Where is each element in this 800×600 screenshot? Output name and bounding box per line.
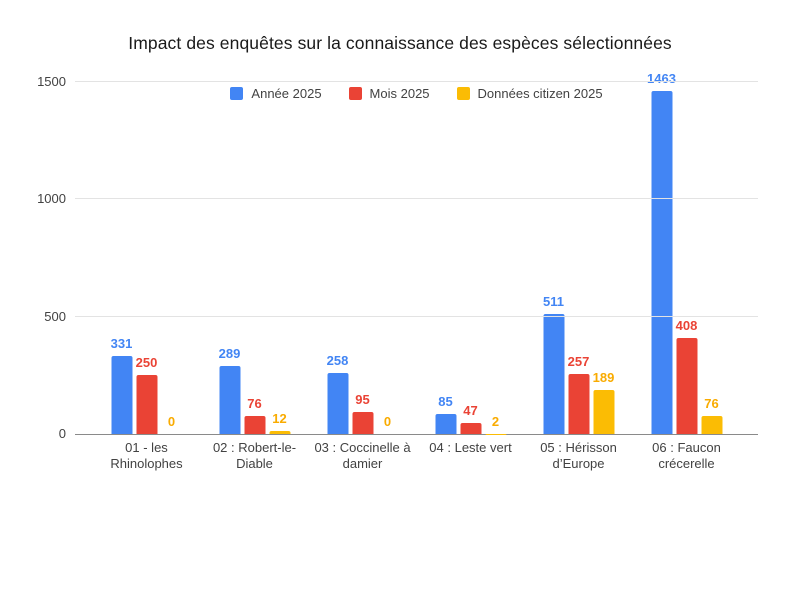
x-category-label-5: 06 : Faucon crécerelle xyxy=(633,440,741,472)
bar-value-label: 257 xyxy=(567,353,590,369)
bar-ann-e-2025-1[interactable]: 289 xyxy=(219,346,240,434)
bar-ann-e-2025-2[interactable]: 258 xyxy=(327,353,348,434)
x-category-label-4: 05 : Hérisson d’Europe xyxy=(525,440,633,472)
bar-value-label: 2 xyxy=(491,413,500,429)
legend-label: Mois 2025 xyxy=(369,86,430,101)
bar-group-0: 331 250 0 xyxy=(93,82,201,434)
bar-row: 258 95 0 xyxy=(327,353,398,434)
bar-mois-2025-5[interactable]: 408 xyxy=(676,318,697,434)
bar-ann-e-2025-0[interactable]: 331 xyxy=(111,336,132,434)
legend-label: Données citizen 2025 xyxy=(477,86,603,101)
bar-value-label: 250 xyxy=(135,355,158,371)
bar-row: 511 257 189 xyxy=(543,294,614,434)
gridline xyxy=(75,315,758,317)
bar-mois-2025-3[interactable]: 47 xyxy=(460,403,481,434)
bar-donn-es-citizen-2025-5[interactable]: 76 xyxy=(701,396,722,434)
bar-value-label: 289 xyxy=(218,346,241,362)
legend-swatch xyxy=(230,87,244,100)
bar-ann-e-2025-3[interactable]: 85 xyxy=(435,394,456,434)
bar-mois-2025-2[interactable]: 95 xyxy=(352,392,373,434)
bar-value-label: 408 xyxy=(675,318,698,334)
x-axis-labels: 01 - les Rhinolophes 02 : Robert-le-Diabl… xyxy=(75,440,758,474)
chart-title: Impact des enquêtes sur la connaissance … xyxy=(128,33,672,53)
bar-value-label: 47 xyxy=(463,402,478,418)
bar-value-label: 0 xyxy=(167,414,176,429)
bar-value-label: 95 xyxy=(355,391,370,407)
bar-value-label: 331 xyxy=(110,336,133,352)
bar-row: 1463 408 76 xyxy=(647,71,722,434)
bar-donn-es-citizen-2025-4[interactable]: 189 xyxy=(593,370,614,434)
bar-value-label: 0 xyxy=(383,414,392,429)
bar-group-5: 1463 408 76 xyxy=(633,71,741,434)
bar-groups: 331 250 0 289 76 12 258 95 0 85 47 2 511 257 189 1463 40… xyxy=(93,71,741,434)
bar-value-label: 76 xyxy=(247,396,262,412)
bar-group-2: 258 95 0 xyxy=(309,82,417,434)
bar-mois-2025-0[interactable]: 250 xyxy=(136,355,157,434)
chart-legend: Année 2025 Mois 2025 Données citizen 2025 xyxy=(75,86,758,101)
x-category-label-3: 04 : Leste vert xyxy=(417,440,525,456)
gridline xyxy=(75,81,758,82)
x-category-label-text: 02 : Robert-le-Diable xyxy=(212,440,297,471)
legend-swatch xyxy=(456,87,470,100)
bar-ann-e-2025-5[interactable]: 1463 xyxy=(647,71,676,434)
y-tick-label: 1500 xyxy=(37,74,66,89)
bar-ann-e-2025-4[interactable]: 511 xyxy=(543,294,564,434)
x-category-label-text: 01 - les Rhinolophes xyxy=(110,440,183,471)
bar-value-label: 1463 xyxy=(647,70,676,86)
legend-item-1[interactable]: Mois 2025 xyxy=(348,86,430,101)
bar-mois-2025-4[interactable]: 257 xyxy=(568,354,589,434)
bar-value-label: 76 xyxy=(704,396,719,412)
bar-value-label: 258 xyxy=(326,353,349,369)
y-tick-label: 0 xyxy=(58,426,66,441)
x-category-label-text: 03 : Coccinelle à damier xyxy=(314,440,411,471)
legend-swatch xyxy=(348,87,362,100)
x-axis-line xyxy=(75,433,758,435)
bar-value-label: 189 xyxy=(592,369,615,385)
y-tick-label: 500 xyxy=(44,308,66,324)
legend-item-0[interactable]: Année 2025 xyxy=(230,86,322,101)
bar-donn-es-citizen-2025-1[interactable]: 12 xyxy=(269,411,290,434)
x-category-label-0: 01 - les Rhinolophes xyxy=(93,440,201,472)
gridline xyxy=(75,198,758,200)
legend-item-2[interactable]: Données citizen 2025 xyxy=(456,86,603,101)
plot-area: 331 250 0 289 76 12 258 95 0 85 47 2 511 257 189 1463 40… xyxy=(37,71,758,441)
bar-value-label: 85 xyxy=(438,394,453,410)
x-category-label-text: 06 : Faucon crécerelle xyxy=(652,440,721,471)
bar-group-4: 511 257 189 xyxy=(525,82,633,434)
legend-label: Année 2025 xyxy=(251,86,322,101)
x-category-label-1: 02 : Robert-le-Diable xyxy=(201,440,309,472)
bar-value-label: 12 xyxy=(272,411,287,427)
bar-group-1: 289 76 12 xyxy=(201,82,309,434)
bar-group-3: 85 47 2 xyxy=(417,82,525,434)
bar-row: 331 250 0 xyxy=(111,336,182,434)
bar-mois-2025-1[interactable]: 76 xyxy=(244,396,265,434)
x-category-label-text: 05 : Hérisson d’Europe xyxy=(540,440,617,471)
x-category-label-2: 03 : Coccinelle à damier xyxy=(309,440,417,472)
bar-row: 289 76 12 xyxy=(219,346,290,434)
y-tick-label: 1000 xyxy=(37,191,66,207)
bar-row: 85 47 2 xyxy=(435,394,506,434)
bar-value-label: 511 xyxy=(543,294,564,310)
x-category-label-text: 04 : Leste vert xyxy=(429,440,512,455)
